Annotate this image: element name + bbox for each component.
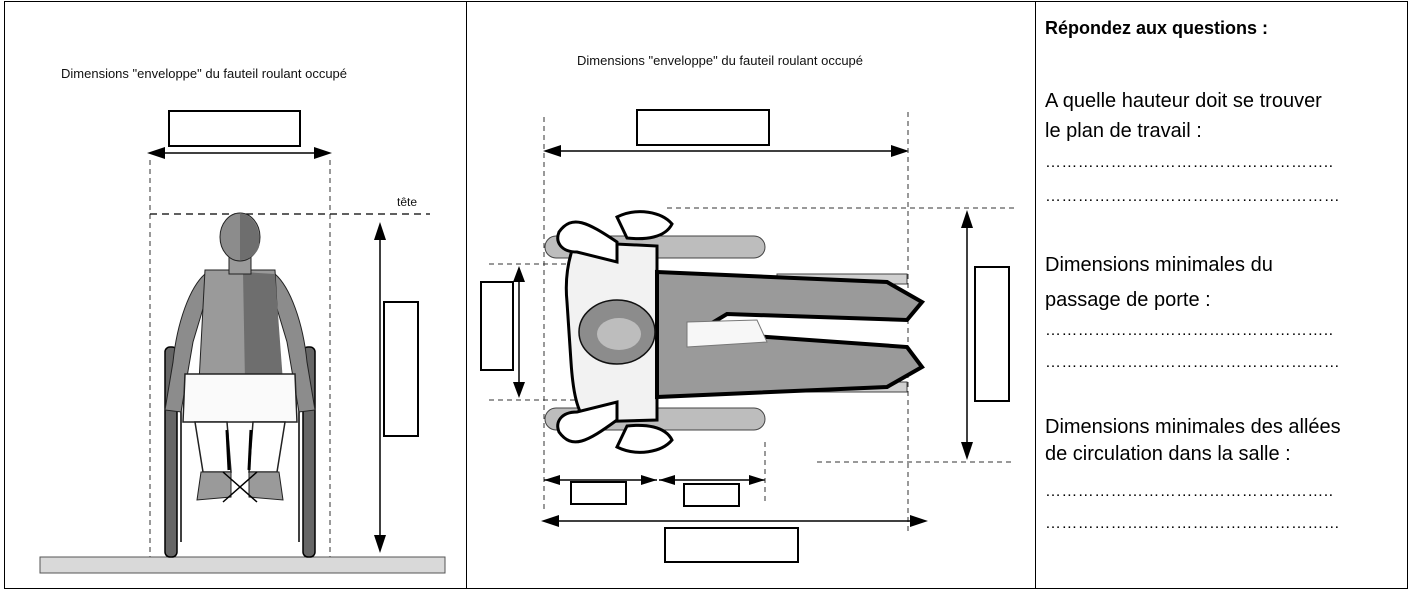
answer-line-1b[interactable]: ……………………………………………… xyxy=(1045,188,1341,205)
question-3-line-2: de circulation dans la salle : xyxy=(1045,443,1291,465)
floor xyxy=(39,556,446,574)
answer-box-width-top[interactable] xyxy=(636,109,770,146)
top-view-illustration: Dimensions "enveloppe" du fauteil roulan… xyxy=(480,53,1015,563)
answer-box-segment-1[interactable] xyxy=(570,481,627,505)
column-divider-2 xyxy=(1035,1,1036,589)
answer-line-1a[interactable]: …………………………………………….. xyxy=(1045,154,1334,171)
worksheet-table xyxy=(4,1,1408,589)
question-2-line-2: passage de porte : xyxy=(1045,289,1211,311)
questions-panel: Répondez aux questions : A quelle hauteu… xyxy=(1036,2,1402,586)
question-2-line-1: Dimensions minimales du xyxy=(1045,254,1273,276)
answer-line-3b[interactable]: ……………………………………………… xyxy=(1045,515,1341,532)
answer-box-length-top[interactable] xyxy=(974,266,1010,402)
questions-title: Répondez aux questions : xyxy=(1045,18,1269,38)
answer-box-segment-2[interactable] xyxy=(683,483,740,507)
column-divider-1 xyxy=(466,1,467,589)
front-view-panel: Dimensions "enveloppe" du fauteil roulan… xyxy=(5,2,466,588)
top-view-panel: Dimensions "enveloppe" du fauteil roulan… xyxy=(467,2,1034,588)
front-view-caption: Dimensions "enveloppe" du fauteil roulan… xyxy=(61,66,347,81)
answer-box-width-front[interactable] xyxy=(168,110,301,147)
answer-box-height-front[interactable] xyxy=(383,301,419,437)
answer-line-2a[interactable]: …………………………………………….. xyxy=(1045,322,1334,339)
question-3-line-1: Dimensions minimales des allées xyxy=(1045,416,1341,438)
answer-box-total-length[interactable] xyxy=(664,527,799,563)
question-1-line-2: le plan de travail : xyxy=(1045,120,1202,142)
head-label: tête xyxy=(397,195,417,209)
answer-line-3a[interactable]: …………………………………………….. xyxy=(1045,483,1334,500)
top-view-caption: Dimensions "enveloppe" du fauteil roulan… xyxy=(577,53,863,68)
front-view-illustration: Dimensions "enveloppe" du fauteil roulan… xyxy=(39,66,446,574)
answer-box-depth-top[interactable] xyxy=(480,281,514,371)
answer-line-2b[interactable]: ……………………………………………… xyxy=(1045,354,1341,371)
question-1-line-1: A quelle hauteur doit se trouver xyxy=(1045,90,1322,112)
